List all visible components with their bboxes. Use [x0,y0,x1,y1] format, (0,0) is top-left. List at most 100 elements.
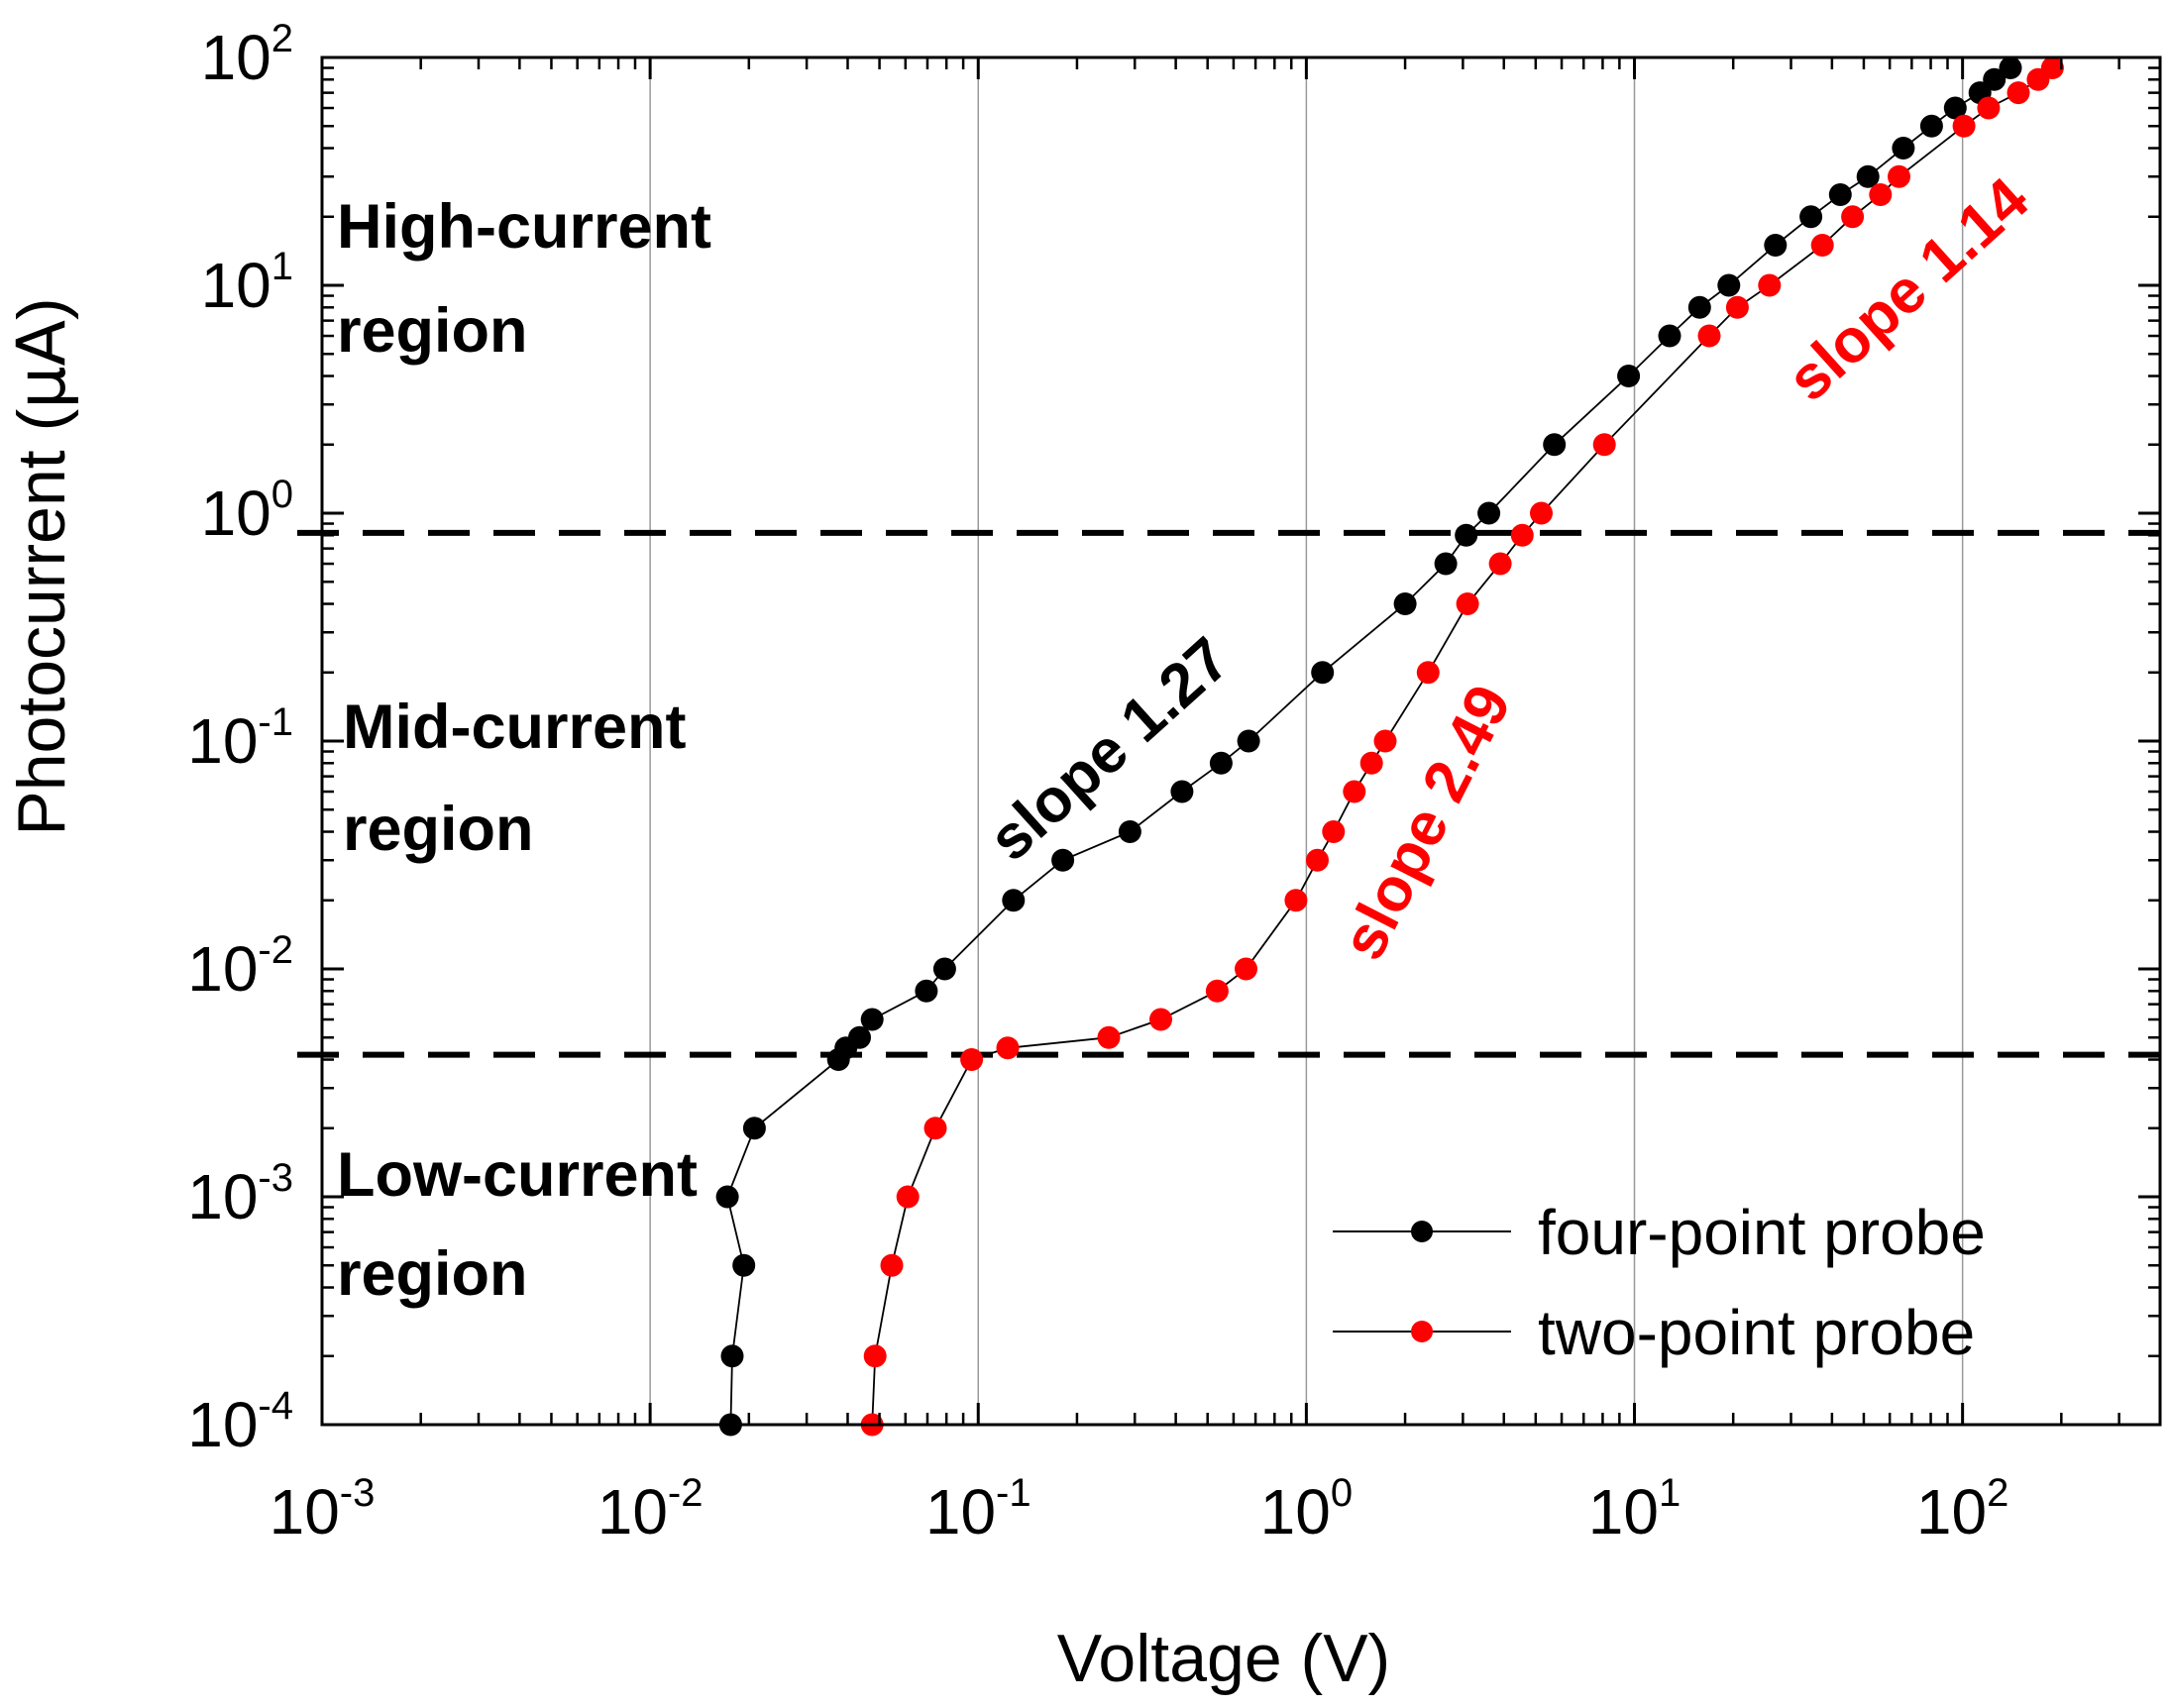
y-tick-label: 10-2 [187,928,293,1005]
data-point-four-point-probe [1311,661,1335,685]
tick-labels: 10-3 10-2 10-1 100 101 10210-410-310-210-1100… [187,17,2008,1548]
data-point-two-point-probe [2040,56,2064,79]
data-point-two-point-probe [1488,552,1512,576]
x-tick-label: 10-2 [597,1471,704,1548]
data-point-two-point-probe [1592,433,1616,457]
y-tick-label-base: 10 [201,478,271,549]
x-tick-label-base: 10 [270,1476,340,1548]
x-tick-label-base: 10 [597,1476,668,1548]
mid-current-region-line2: region [343,795,534,864]
data-point-four-point-probe [742,1117,766,1140]
data-point-four-point-probe [848,1025,871,1049]
data-point-four-point-probe [915,979,938,1003]
data-point-four-point-probe [1919,114,1943,138]
data-point-two-point-probe [1284,889,1308,912]
data-point-four-point-probe [1943,96,1967,120]
y-tick-label-base: 10 [187,705,258,777]
y-tick-label-exponent: -4 [258,1384,293,1428]
legend-marker-two-point [1411,1321,1433,1342]
grid-lines [649,57,1964,1425]
data-point-four-point-probe [1477,501,1501,525]
data-point-two-point-probe [1205,979,1229,1003]
y-tick-label-exponent: 2 [271,17,293,60]
x-tick-label-exponent: -3 [340,1471,376,1515]
x-tick-label-exponent: 0 [1331,1471,1353,1515]
x-axis-title: Voltage (V) [1057,1621,1390,1696]
data-point-four-point-probe [1170,780,1194,803]
data-point-two-point-probe [1530,501,1553,525]
data-point-two-point-probe [1888,164,1910,188]
y-tick-label: 100 [201,473,293,549]
x-tick-label: 10-1 [925,1471,1031,1548]
region-labels: High-current region Mid-current region L… [337,192,711,1309]
x-tick-label-exponent: 2 [1987,1471,2008,1515]
data-point-four-point-probe [1658,324,1682,348]
data-point-two-point-probe [1510,523,1534,547]
data-point-four-point-probe [1999,56,2022,79]
data-point-four-point-probe [1717,273,1741,297]
data-point-four-point-probe [720,1344,744,1368]
low-current-region-line1: Low-current [337,1140,698,1210]
high-current-region-line2: region [337,296,528,366]
data-point-four-point-probe [932,957,956,981]
data-point-four-point-probe [1118,820,1141,843]
data-point-four-point-probe [1892,137,1915,160]
y-tick-label-base: 10 [187,1161,258,1232]
y-axis-title-close: ) [4,297,79,320]
x-tick-label-exponent: -1 [996,1471,1031,1515]
data-point-four-point-probe [715,1185,739,1209]
x-tick-label-base: 10 [925,1476,996,1548]
data-point-four-point-probe [1434,552,1458,576]
threshold-lines [297,529,2160,1058]
series-points [715,56,2064,1437]
data-point-four-point-probe [1856,164,1880,188]
data-point-four-point-probe [1237,729,1260,753]
y-tick-label: 102 [201,17,293,93]
data-point-two-point-probe [1373,729,1397,753]
data-point-two-point-probe [1697,324,1721,348]
x-tick-label: 102 [1916,1471,2008,1548]
y-tick-label: 10-3 [187,1156,293,1232]
legend-label-two-point: two-point probe [1538,1297,1975,1368]
data-point-two-point-probe [1235,957,1257,981]
data-point-four-point-probe [1617,365,1641,387]
data-point-four-point-probe [1455,523,1478,547]
x-tick-label-base: 10 [1260,1476,1331,1548]
data-point-two-point-probe [1725,295,1749,319]
y-tick-label-exponent: 1 [271,245,293,288]
data-point-four-point-probe [1828,183,1852,206]
y-tick-label: 10-4 [187,1384,293,1460]
data-point-two-point-probe [1456,592,1479,615]
legend-label-four-point: four-point probe [1538,1197,1986,1268]
data-point-four-point-probe [1543,433,1567,457]
data-point-two-point-probe [923,1117,947,1140]
data-point-two-point-probe [863,1344,887,1368]
y-axis-title-main: Photocurrent ( [4,408,79,835]
y-tick-label-base: 10 [201,250,271,321]
data-point-four-point-probe [1209,751,1233,775]
data-point-four-point-probe [1764,234,1788,257]
data-point-two-point-probe [1952,114,1976,138]
data-point-two-point-probe [1977,96,2001,120]
x-tick-label: 100 [1260,1471,1353,1548]
x-tick-label-exponent: -2 [668,1471,704,1515]
data-point-two-point-probe [1359,751,1383,775]
high-current-region-line1: High-current [337,192,711,262]
data-point-two-point-probe [1416,661,1440,685]
legend-marker-four-point [1411,1221,1433,1242]
y-tick-label-exponent: 0 [271,473,293,516]
y-tick-label-exponent: -2 [258,928,293,972]
data-point-two-point-probe [1322,820,1346,843]
data-point-two-point-probe [1869,183,1893,206]
mid-current-region-line1: Mid-current [343,693,687,762]
data-point-four-point-probe [1983,67,2007,91]
x-tick-label: 10-3 [270,1471,376,1548]
data-point-two-point-probe [1810,234,1834,257]
x-tick-label-base: 10 [1588,1476,1659,1548]
data-point-two-point-probe [996,1036,1020,1060]
data-point-four-point-probe [1002,889,1026,912]
axis-ticks [320,55,2160,1427]
data-point-two-point-probe [1149,1008,1172,1031]
